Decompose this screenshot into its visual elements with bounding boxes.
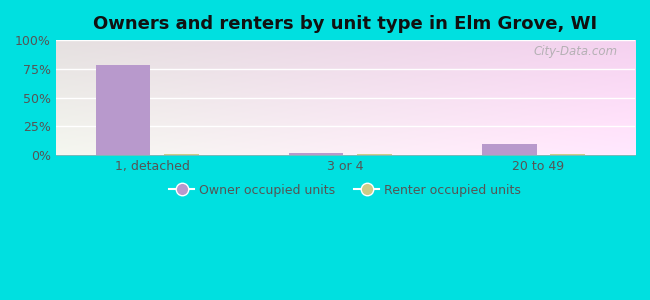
Bar	[482, 143, 536, 155]
Bar	[357, 154, 392, 155]
Bar	[164, 154, 199, 155]
Bar	[289, 153, 343, 155]
Legend: Owner occupied units, Renter occupied units: Owner occupied units, Renter occupied un…	[164, 178, 526, 202]
Bar	[550, 154, 585, 155]
Title: Owners and renters by unit type in Elm Grove, WI: Owners and renters by unit type in Elm G…	[94, 15, 597, 33]
Bar	[96, 65, 150, 155]
Text: City-Data.com: City-Data.com	[534, 45, 618, 58]
